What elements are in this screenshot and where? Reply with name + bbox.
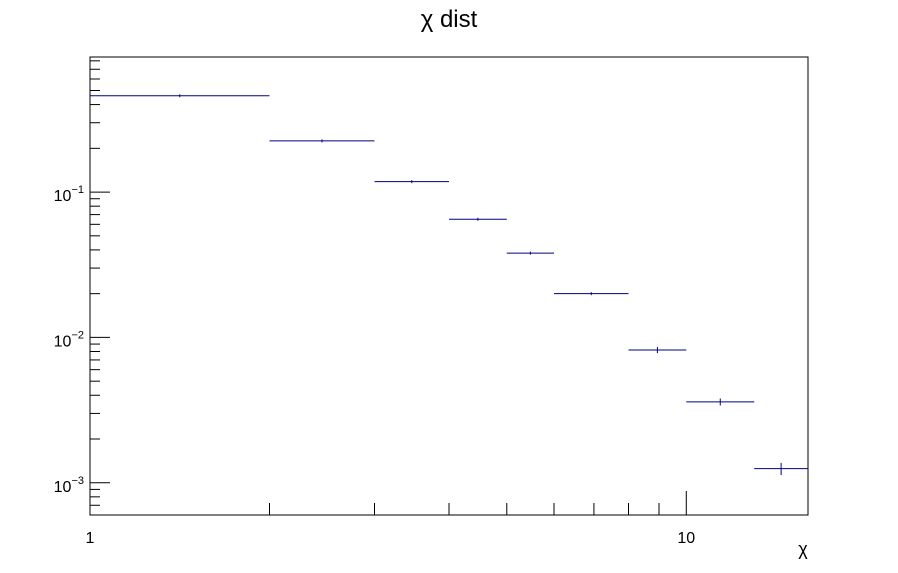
y-axis-ticks [90, 60, 110, 516]
data-point [754, 462, 808, 476]
data-point [449, 217, 507, 221]
data-point [554, 292, 629, 296]
y-tick-label: 10−3 [54, 475, 84, 496]
y-axis-tick-labels: 10−1 10−2 10−3 [54, 184, 84, 496]
x-axis-tick-labels: 1 10 [86, 530, 696, 547]
x-axis-ticks [89, 491, 687, 515]
data-point [269, 139, 375, 143]
plot-frame [89, 56, 809, 516]
data-series [90, 94, 808, 476]
data-point [506, 251, 555, 255]
data-point [374, 180, 449, 184]
data-point [686, 398, 755, 406]
x-tick-label: 1 [86, 530, 95, 547]
x-axis-label: χ [798, 539, 808, 559]
chart-title: χ dist [421, 6, 478, 33]
data-point [628, 346, 687, 354]
x-tick-label: 10 [677, 530, 695, 547]
data-point [90, 94, 270, 98]
y-tick-label: 10−1 [54, 184, 84, 205]
y-tick-label: 10−2 [54, 329, 84, 350]
